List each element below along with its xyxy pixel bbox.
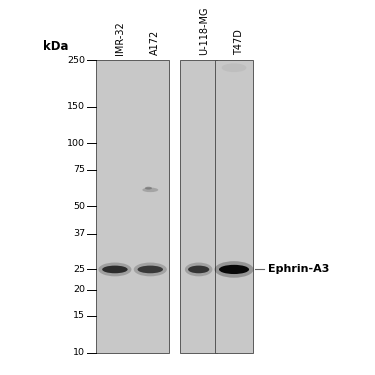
Text: IMR-32: IMR-32 — [115, 21, 125, 55]
Ellipse shape — [219, 265, 249, 274]
Text: Ephrin-A3: Ephrin-A3 — [268, 264, 329, 274]
Text: 100: 100 — [67, 139, 85, 148]
Bar — [215, 60, 253, 353]
Ellipse shape — [188, 266, 209, 273]
Ellipse shape — [222, 63, 246, 72]
Bar — [180, 60, 218, 353]
Text: kDa: kDa — [43, 40, 68, 53]
Ellipse shape — [138, 266, 163, 273]
Ellipse shape — [142, 188, 158, 192]
Text: 15: 15 — [73, 311, 85, 320]
Ellipse shape — [134, 262, 167, 276]
Text: 10: 10 — [73, 348, 85, 357]
Text: A172: A172 — [150, 30, 160, 55]
Text: 75: 75 — [73, 165, 85, 174]
Text: T47D: T47D — [234, 29, 244, 55]
Text: 50: 50 — [73, 202, 85, 211]
Bar — [96, 60, 169, 353]
Text: 250: 250 — [67, 56, 85, 64]
Ellipse shape — [214, 261, 254, 278]
Text: U-118-MG: U-118-MG — [199, 6, 208, 55]
Ellipse shape — [185, 262, 213, 276]
Ellipse shape — [145, 187, 152, 189]
Text: 150: 150 — [67, 102, 85, 111]
Ellipse shape — [102, 266, 128, 273]
Ellipse shape — [98, 262, 132, 276]
Text: 20: 20 — [73, 285, 85, 294]
Text: 25: 25 — [73, 265, 85, 274]
Text: 37: 37 — [73, 229, 85, 238]
